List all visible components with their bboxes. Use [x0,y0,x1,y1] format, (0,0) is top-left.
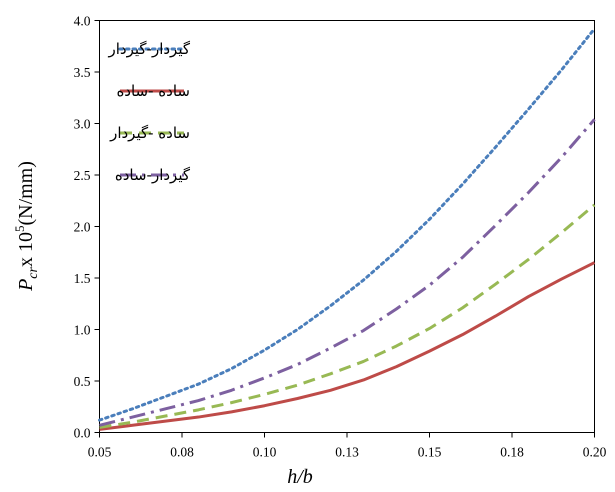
x-axis: 0.05 0.08 0.10 0.13 0.15 0.18 0.20 [88,432,607,460]
y-axis-title-exponent: 5 [12,226,27,233]
y-tick-label: 3.0 [74,117,91,132]
y-tick-label: 0.0 [74,426,91,441]
y-tick-label: 3.5 [74,65,91,80]
y-tick-label: 2.5 [74,168,91,183]
x-tick-label: 0.08 [170,445,194,460]
series-line-3 [99,203,596,429]
y-axis: 0.0 0.5 1.0 1.5 2.0 2.5 3.0 3.5 4.0 [74,14,100,441]
x-tick-label: 0.20 [583,445,607,460]
y-axis-title: Pcrx 105(N/mm) [12,161,41,292]
x-tick-label: 0.05 [88,445,112,460]
y-axis-title-multiplier: x 10 [15,232,37,267]
y-axis-title-symbol: P [15,279,37,292]
series-line-2 [99,261,596,431]
series-line-1 [98,27,596,422]
x-tick-label: 0.18 [500,445,524,460]
y-tick-label: 1.0 [74,323,91,338]
legend-label-4: گیردار-ساده [115,166,191,184]
y-tick-label: 1.5 [74,271,91,286]
legend: گیردار-گیردار ساده -ساده ساده -گیردار گیردا… [108,40,191,184]
legend-label-1: گیردار-گیردار [108,40,191,58]
x-tick-label: 0.10 [253,445,277,460]
y-tick-label: 4.0 [74,14,91,29]
x-tick-label: 0.15 [418,445,442,460]
series-line-4 [99,118,596,427]
y-tick-label: 0.5 [74,374,91,389]
y-tick-label: 2.0 [74,220,91,235]
legend-label-2: ساده -ساده [116,82,190,100]
series-layer [98,27,596,431]
y-axis-title-subscript: cr [26,266,41,278]
legend-label-3: ساده -گیردار [109,124,190,142]
x-axis-title: h/b [287,466,313,487]
x-tick-label: 0.13 [335,445,359,460]
y-axis-title-unit: (N/mm) [15,161,37,225]
